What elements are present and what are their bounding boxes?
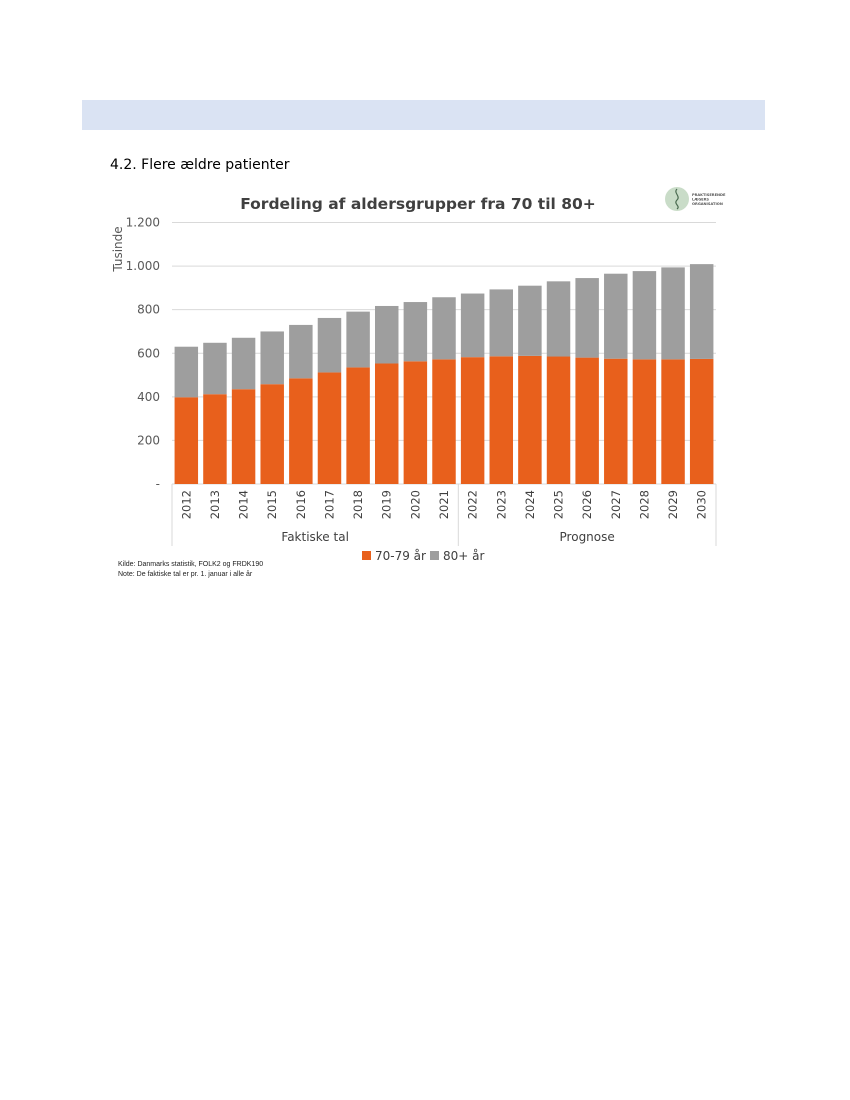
group-label: Prognose xyxy=(560,530,615,544)
logo-snake-icon xyxy=(675,188,679,210)
bar-80-plus-2027 xyxy=(604,273,628,359)
bar-70-79-2022 xyxy=(460,357,485,484)
bar-80-plus-2017 xyxy=(317,317,342,373)
y-tick-label: 1.000 xyxy=(126,259,160,273)
bar-80-plus-2024 xyxy=(518,285,542,356)
bar-80-plus-2029 xyxy=(661,267,685,360)
bar-70-79-2023 xyxy=(489,356,514,484)
logo-line-1: PRAKTISERENDE xyxy=(692,193,726,197)
bar-70-79-2019 xyxy=(374,363,399,484)
bar-70-79-2012 xyxy=(174,397,199,484)
x-tick-label: 2024 xyxy=(523,490,537,519)
bar-70-79-2014 xyxy=(231,389,256,484)
legend-label: 70-79 år xyxy=(375,549,426,563)
y-tick-label: 200 xyxy=(137,433,160,447)
bar-80-plus-2018 xyxy=(346,311,370,368)
bar-80-plus-2025 xyxy=(546,281,571,357)
header-band xyxy=(82,100,765,130)
logo: PRAKTISERENDE LÆGERS ORGANISATION xyxy=(665,187,726,211)
x-tick-label: 2027 xyxy=(609,490,623,519)
x-tick-label: 2029 xyxy=(666,490,680,519)
x-tick-label: 2026 xyxy=(580,490,594,519)
bar-70-79-2025 xyxy=(546,356,571,484)
y-tick-label: 600 xyxy=(137,346,160,360)
bar-80-plus-2020 xyxy=(403,302,428,362)
bar-70-79-2030 xyxy=(689,358,714,484)
bar-70-79-2015 xyxy=(260,384,284,484)
x-tick-label: 2022 xyxy=(466,490,480,519)
footnote: Note: De faktiske tal er pr. 1. januar i… xyxy=(118,570,253,578)
legend-swatch xyxy=(362,551,371,560)
category-group-dividers xyxy=(171,484,717,546)
legend: 70-79 år 80+ år xyxy=(362,549,484,563)
source-note: Kilde: Danmarks statistik, FOLK2 og FRDK… xyxy=(118,561,264,568)
x-tick-label: 2030 xyxy=(695,490,709,519)
x-tick-label: 2013 xyxy=(208,490,222,519)
bar-70-79-2024 xyxy=(518,355,542,484)
y-axis-title: Tusinde xyxy=(111,226,125,272)
x-tick-label: 2016 xyxy=(294,490,308,519)
y-tick-label: 400 xyxy=(137,390,160,404)
logo-emblem-icon xyxy=(665,187,689,211)
x-tick-label: 2025 xyxy=(552,490,566,519)
x-tick-label: 2015 xyxy=(265,490,279,519)
x-tick-label: 2017 xyxy=(322,490,336,519)
y-tick-label: - xyxy=(156,477,160,491)
bar-80-plus-2014 xyxy=(231,337,256,390)
bar-70-79-2029 xyxy=(661,359,685,484)
chart-notes: Kilde: Danmarks statistik, FOLK2 og FRDK… xyxy=(118,560,263,579)
chart: Fordeling af aldersgrupper fra 70 til 80… xyxy=(111,187,726,563)
legend-swatch xyxy=(430,551,439,560)
legend-label: 80+ år xyxy=(443,549,484,563)
bar-70-79-2016 xyxy=(289,378,313,484)
bar-80-plus-2019 xyxy=(374,305,399,364)
bar-80-plus-2022 xyxy=(460,293,485,358)
bar-70-79-2017 xyxy=(317,372,342,484)
bar-80-plus-2026 xyxy=(575,278,599,358)
x-tick-label: 2014 xyxy=(237,490,251,519)
bar-70-79-2028 xyxy=(632,359,657,484)
bar-80-plus-2015 xyxy=(260,331,284,385)
x-tick-label: 2019 xyxy=(380,490,394,519)
y-axis-ticks: - 200 400 600 800 1.000 1.200 xyxy=(126,216,160,492)
bar-80-plus-2013 xyxy=(203,342,227,395)
bar-80-plus-2016 xyxy=(289,324,313,379)
bar-70-79-2013 xyxy=(203,394,227,484)
section-heading: 4.2. Flere ældre patienter xyxy=(110,157,290,173)
category-group-labels: Faktiske tal Prognose xyxy=(281,530,614,544)
x-tick-label: 2028 xyxy=(637,490,651,519)
x-tick-label: 2023 xyxy=(494,490,508,519)
bar-80-plus-2021 xyxy=(432,297,456,360)
y-tick-label: 800 xyxy=(137,303,160,317)
bar-70-79-2027 xyxy=(604,358,628,484)
x-tick-label: 2018 xyxy=(351,490,365,519)
x-axis-ticks: 2012 2013 2014 2015 2016 2017 2018 2019 2020 2021… xyxy=(179,490,708,519)
x-tick-label: 2020 xyxy=(408,490,422,519)
bar-80-plus-2030 xyxy=(689,264,714,359)
x-tick-label: 2012 xyxy=(179,490,193,519)
logo-line-3: ORGANISATION xyxy=(692,202,723,206)
logo-line-2: LÆGERS xyxy=(692,198,709,202)
bar-80-plus-2023 xyxy=(489,289,514,357)
group-label: Faktiske tal xyxy=(281,530,349,544)
bar-80-plus-2028 xyxy=(632,271,657,360)
bar-70-79-2020 xyxy=(403,361,428,484)
x-tick-label: 2021 xyxy=(437,490,451,519)
y-tick-label: 1.200 xyxy=(126,216,160,230)
bar-80-plus-2012 xyxy=(174,346,199,398)
bars xyxy=(174,264,714,484)
chart-title: Fordeling af aldersgrupper fra 70 til 80… xyxy=(240,195,596,213)
bar-70-79-2018 xyxy=(346,367,370,484)
bar-70-79-2026 xyxy=(575,357,599,484)
bar-70-79-2021 xyxy=(432,359,456,484)
